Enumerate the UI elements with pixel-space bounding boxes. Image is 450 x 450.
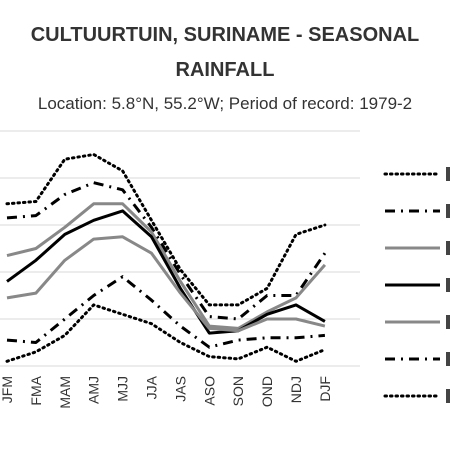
x-tick-label: DJF xyxy=(317,376,333,402)
series-lines xyxy=(5,153,327,363)
x-tick-label: FMA xyxy=(28,375,44,405)
legend-label-cropped xyxy=(446,204,450,218)
x-tick-label: ASO xyxy=(201,376,217,406)
legend-label-cropped xyxy=(446,241,450,255)
x-tick-label: AMJ xyxy=(86,376,102,404)
chart-title-line-2: RAINFALL xyxy=(175,59,275,81)
series-line-4 xyxy=(6,209,326,335)
chart-title-line-1: CULTUURTUIN, SURINAME - SEASONAL xyxy=(30,24,420,46)
legend-label-cropped xyxy=(446,315,450,329)
series-line-5 xyxy=(6,235,326,333)
series-line-3 xyxy=(6,202,327,330)
legend-label-cropped xyxy=(446,278,450,292)
x-tick-label: JAS xyxy=(172,376,188,402)
x-tick-label: JFM xyxy=(0,376,15,403)
x-tick-label: JJA xyxy=(144,375,160,399)
legend-label-cropped xyxy=(446,352,450,366)
legend-label-cropped xyxy=(446,167,450,181)
legend-label-cropped xyxy=(446,389,450,403)
series-line-1 xyxy=(5,153,327,307)
legend xyxy=(383,167,450,403)
x-tick-label: OND xyxy=(259,376,275,407)
x-tick-label: MJJ xyxy=(115,376,131,402)
gridlines xyxy=(0,130,360,367)
series-line-2 xyxy=(6,181,327,321)
series-line-6 xyxy=(6,275,326,349)
series-line-7 xyxy=(5,303,327,363)
x-tick-label: NDJ xyxy=(288,376,304,403)
x-tick-labels: JFM FMA MAM AMJ MJJ JJA JAS ASO SON OND NDJ DJF xyxy=(0,375,333,408)
x-tick-label: SON xyxy=(230,376,246,406)
x-tick-label: MAM xyxy=(57,376,73,409)
chart-subtitle: Location: 5.8°N, 55.2°W; Period of recor… xyxy=(37,94,413,113)
